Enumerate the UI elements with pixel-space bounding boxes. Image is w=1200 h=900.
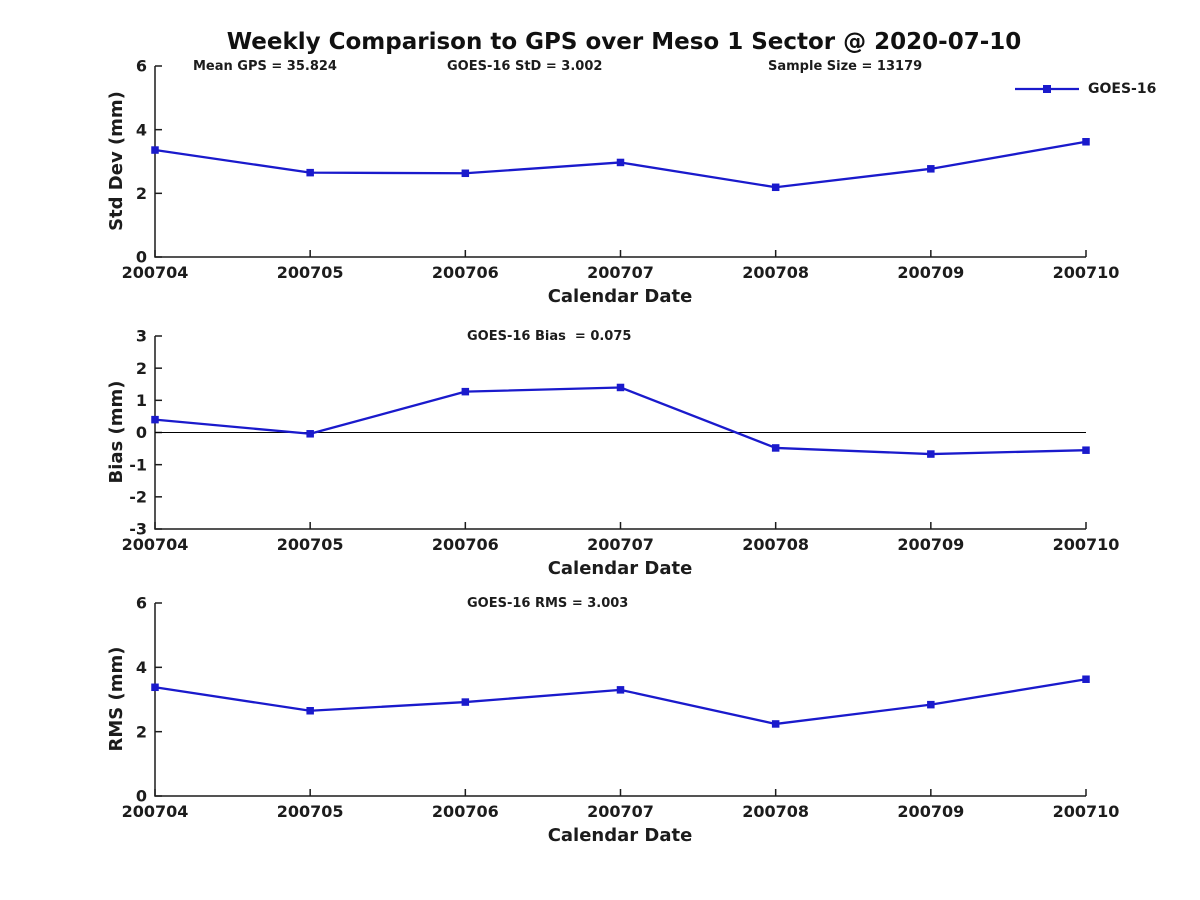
x-tick-label: 200705 [277,802,344,821]
axis-spine [154,603,1086,797]
data-point-marker [151,146,159,154]
y-tick-label: 4 [136,120,147,139]
data-point-marker [1082,446,1090,454]
x-tick-label: 200706 [432,535,499,554]
x-tick-label: 200704 [122,802,189,821]
rms-y-axis-label: RMS (mm) [106,646,127,752]
y-tick-label: 2 [136,722,147,741]
y-tick-label: 2 [136,184,147,203]
data-line [154,386,1087,456]
x-tick-label: 200708 [742,802,809,821]
data-point-marker [771,183,780,192]
x-tick-label: 200709 [897,263,964,282]
data-point-marker [1082,675,1090,683]
data-point-marker [616,158,625,167]
x-tick-label: 200709 [897,535,964,554]
legend-label: GOES-16 [1088,81,1157,97]
annotation-mean-gps: Mean GPS = 35.824 [193,59,337,74]
y-tick-label: 2 [136,359,147,378]
y-tick-label: 1 [136,391,147,410]
y-tick-label: 0 [136,787,147,806]
rms-x-axis-label: Calendar Date [547,825,693,846]
x-tick-label: 200709 [897,802,964,821]
bias-y-axis-label: Bias (mm) [106,380,127,484]
figure-title: Weekly Comparison to GPS over Meso 1 Sec… [226,29,1022,55]
x-tick-label: 200710 [1053,802,1120,821]
y-tick-label: 4 [136,658,147,677]
data-point-marker [771,444,780,452]
bias-x-axis-label: Calendar Date [547,558,693,579]
data-point-marker [616,383,625,392]
y-tick-label: -2 [129,487,147,506]
annotation-goes-std: GOES-16 StD = 3.002 [447,59,603,74]
data-point-marker [306,707,314,715]
data-line [154,678,1087,726]
x-tick-label: 200707 [587,263,654,282]
data-point-marker [151,415,159,424]
stddev-x-axis-label: Calendar Date [547,286,693,307]
data-point-marker [461,698,470,706]
data-point-marker [927,165,935,173]
data-point-marker [151,683,159,692]
data-point-marker [461,387,470,396]
y-tick-label: 0 [136,423,147,442]
legend-line-marker-icon [1015,85,1079,93]
x-tick-label: 200708 [742,263,809,282]
data-point-marker [927,450,935,458]
x-tick-label: 200707 [587,802,654,821]
x-tick-label: 200705 [277,535,344,554]
y-tick-label: 0 [136,248,147,267]
data-point-marker [616,686,625,694]
y-tick-label: -1 [129,455,147,474]
bias-chart-title: GOES-16 Bias = 0.075 [467,329,632,344]
x-tick-label: 200706 [432,263,499,282]
x-tick-label: 200706 [432,802,499,821]
data-point-marker [306,430,314,438]
data-point-marker [306,168,314,177]
x-tick-label: 200704 [122,263,189,282]
stddev-y-axis-label: Std Dev (mm) [106,91,127,231]
data-point-marker [771,720,780,728]
data-point-marker [461,169,470,178]
x-tick-label: 200710 [1053,535,1120,554]
data-point-marker [1082,138,1090,146]
legend: GOES-16 [1014,81,1156,97]
y-tick-label: 3 [136,327,147,346]
x-tick-label: 200710 [1053,263,1120,282]
annotation-sample-size: Sample Size = 13179 [768,59,923,74]
y-tick-label: 6 [136,594,147,613]
y-tick-label: -3 [129,520,147,539]
data-point-marker [927,700,935,709]
y-tick-label: 6 [136,57,147,76]
x-tick-label: 200704 [122,535,189,554]
x-tick-label: 200705 [277,263,344,282]
x-tick-label: 200707 [587,535,654,554]
x-tick-label: 200708 [742,535,809,554]
rms-chart-title: GOES-16 RMS = 3.003 [467,596,629,611]
